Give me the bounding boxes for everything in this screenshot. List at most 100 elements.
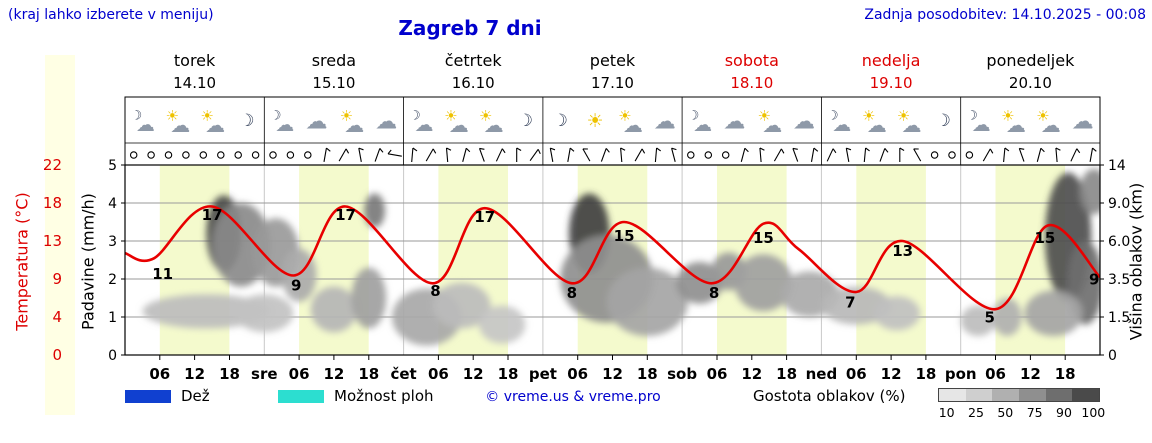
svg-text:☁: ☁ bbox=[136, 114, 155, 136]
wind-barb-icon bbox=[462, 147, 471, 162]
cloud-tick-label: 3.5 bbox=[1108, 272, 1130, 288]
svg-text:☁: ☁ bbox=[1072, 110, 1094, 135]
hour-tick-label: 18 bbox=[915, 365, 936, 383]
rain-legend-swatch bbox=[125, 390, 171, 403]
day-name: ponedeljek bbox=[986, 51, 1075, 70]
weather-icon-moon-cloud: ☽☁ bbox=[966, 109, 990, 137]
wind-barb-icon bbox=[899, 147, 905, 162]
weather-icon-sun-cloud: ☀☁ bbox=[1036, 107, 1061, 137]
precip-tick-label: 5 bbox=[108, 158, 117, 174]
svg-text:☁: ☁ bbox=[170, 113, 190, 137]
hour-tick-label: 18 bbox=[776, 365, 797, 383]
calm-wind-icon bbox=[965, 151, 974, 159]
hour-tick-label: 06 bbox=[289, 365, 310, 383]
day-abbrev-label: pon bbox=[945, 365, 977, 383]
wind-barb-icon bbox=[411, 147, 418, 163]
copyright-link[interactable]: © vreme.us & vreme.pro bbox=[485, 389, 661, 405]
weather-icon-moon: ☽ bbox=[518, 111, 533, 131]
temperature-value-label: 15 bbox=[614, 227, 635, 245]
showers-legend-label: Možnost ploh bbox=[334, 387, 434, 405]
wind-barb-icon bbox=[1089, 147, 1097, 162]
weather-icon-cloud: ☁ bbox=[306, 110, 328, 135]
weather-icon-moon-cloud: ☽☁ bbox=[131, 109, 155, 137]
hour-tick-label: 18 bbox=[1055, 365, 1076, 383]
temperature-value-label: 17 bbox=[202, 206, 223, 224]
weather-icon-moon-cloud: ☽☁ bbox=[688, 109, 712, 137]
wind-barb-icon bbox=[845, 147, 852, 162]
precip-tick-label: 0 bbox=[108, 348, 117, 364]
left-axis-strip bbox=[45, 55, 75, 415]
hour-tick-label: 18 bbox=[498, 365, 519, 383]
svg-text:☽: ☽ bbox=[239, 111, 254, 131]
wind-barb-icon bbox=[549, 147, 556, 162]
svg-text:☁: ☁ bbox=[902, 113, 922, 137]
svg-text:☁: ☁ bbox=[1006, 113, 1026, 137]
weather-icon-sun-cloud: ☀☁ bbox=[1001, 107, 1026, 137]
temperature-value-label: 13 bbox=[892, 242, 913, 260]
svg-text:☁: ☁ bbox=[1041, 113, 1061, 137]
day-date: 20.10 bbox=[1009, 74, 1052, 92]
hour-tick-label: 12 bbox=[741, 365, 762, 383]
wind-barb-icon bbox=[634, 148, 646, 162]
wind-barb-icon bbox=[387, 149, 402, 157]
svg-text:☁: ☁ bbox=[306, 110, 328, 135]
day-name: torek bbox=[174, 51, 216, 70]
svg-text:☀: ☀ bbox=[897, 107, 910, 125]
last-update-label: Zadnja posodobitev: 14.10.2025 - 00:08 bbox=[864, 7, 1146, 23]
page-title: Zagreb 7 dni bbox=[398, 16, 542, 40]
hour-tick-label: 06 bbox=[846, 365, 867, 383]
density-gradient-segment bbox=[939, 389, 966, 401]
temperature-value-label: 8 bbox=[709, 284, 719, 302]
wind-barb-icon bbox=[495, 148, 506, 162]
svg-text:☁: ☁ bbox=[972, 114, 991, 136]
weather-icon-cloud: ☁ bbox=[793, 110, 815, 135]
wind-barb-icon bbox=[1070, 148, 1081, 162]
svg-text:☽: ☽ bbox=[270, 109, 282, 124]
calm-wind-icon bbox=[164, 151, 173, 159]
calm-wind-icon bbox=[199, 151, 208, 159]
cloud-tick-label: 6.0 bbox=[1108, 234, 1130, 250]
svg-text:☀: ☀ bbox=[165, 107, 178, 125]
calm-wind-icon bbox=[286, 151, 295, 159]
svg-text:☁: ☁ bbox=[623, 113, 643, 137]
svg-text:☁: ☁ bbox=[415, 114, 434, 136]
weather-icon-sun-cloud: ☀☁ bbox=[618, 107, 643, 137]
calm-wind-icon bbox=[930, 151, 939, 159]
svg-text:☀: ☀ bbox=[587, 110, 604, 132]
precip-tick-label: 3 bbox=[108, 234, 117, 250]
svg-text:☽: ☽ bbox=[936, 111, 951, 131]
cloud-tick-label: 9.0 bbox=[1108, 196, 1130, 212]
wind-barb-icon bbox=[671, 147, 677, 162]
temperature-value-label: 5 bbox=[984, 309, 994, 327]
hour-tick-label: 06 bbox=[149, 365, 170, 383]
wind-barb-icon bbox=[1018, 147, 1025, 162]
weather-icon-moon: ☽ bbox=[553, 111, 568, 131]
wind-barb-icon bbox=[740, 147, 749, 162]
temperature-value-label: 7 bbox=[845, 294, 855, 312]
location-menu-hint: (kraj lahko izberete v meniju) bbox=[8, 7, 214, 23]
svg-text:☁: ☁ bbox=[832, 114, 851, 136]
density-tick-label: 50 bbox=[997, 405, 1014, 420]
wind-barb-icon bbox=[529, 148, 541, 162]
weather-icon-sun-cloud: ☀☁ bbox=[340, 107, 365, 137]
hour-tick-label: 18 bbox=[637, 365, 658, 383]
weather-icon-moon-cloud: ☽☁ bbox=[409, 109, 433, 137]
svg-text:☽: ☽ bbox=[409, 109, 421, 124]
hour-tick-label: 12 bbox=[881, 365, 902, 383]
weather-icon-sun: ☀ bbox=[587, 110, 604, 132]
weather-icons-row: ☽☁ ☀☁ ☀☁ ☽ ☽☁ ☁ ☀☁ ☁ ☽☁ ☀☁ ☀☁ ☽ ☽ ☀ ☀☁ ☁ ☽☁ ☁ ☀☁ ☁ ☽☁ ☀☁ ☀☁ ☽ ☽☁… bbox=[131, 107, 1094, 137]
day-name: sobota bbox=[725, 51, 779, 70]
day-date: 17.10 bbox=[591, 74, 634, 92]
density-tick-label: 10 bbox=[938, 405, 955, 420]
svg-text:☁: ☁ bbox=[344, 113, 364, 137]
hour-tick-label: 12 bbox=[463, 365, 484, 383]
temp-tick-label: 0 bbox=[52, 346, 62, 364]
wind-barb-icon bbox=[826, 148, 837, 162]
day-name: petek bbox=[590, 51, 636, 70]
svg-text:☁: ☁ bbox=[867, 113, 887, 137]
wind-barb-icon bbox=[773, 148, 785, 162]
day-date: 15.10 bbox=[312, 74, 355, 92]
temperature-value-label: 11 bbox=[152, 265, 173, 283]
wind-barb-icon bbox=[792, 147, 799, 162]
